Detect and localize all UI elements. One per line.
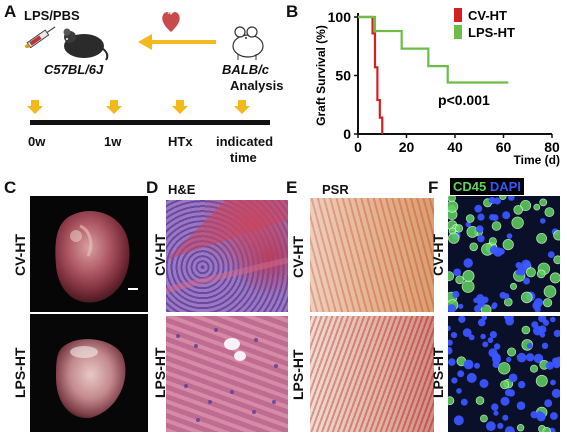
- legend-swatch-cv-ht: [454, 8, 462, 22]
- y-tick-label: 0: [343, 126, 351, 142]
- series-line-cv-ht: [358, 15, 384, 134]
- series: [358, 15, 509, 134]
- syringe-icon: [24, 26, 56, 48]
- y-axis-label: Graft Survival (%): [314, 25, 328, 126]
- panel-f-row-label-lps: LPS-HT: [430, 347, 446, 398]
- panel-e-stain-label: PSR: [322, 182, 349, 197]
- timeline-label-time: time: [230, 150, 257, 165]
- recipient-strain-label: BALB/c: [222, 62, 269, 77]
- panel-c-row-label-lps: LPS-HT: [12, 347, 28, 398]
- transfer-arrow: [138, 34, 216, 50]
- legend-label-lps-ht: LPS-HT: [468, 25, 515, 40]
- legend: CV-HT LPS-HT: [454, 8, 515, 40]
- panel-e-row-label-cv: CV-HT: [290, 236, 306, 278]
- cv-ht-gross-photo: [30, 196, 148, 312]
- x-tick-label: 80: [544, 139, 560, 155]
- panel-c-row-label-cv: CV-HT: [12, 234, 28, 276]
- timeline-label-0w: 0w: [28, 134, 46, 149]
- cv-ht-he-micrograph: [166, 200, 288, 312]
- cd45-label: CD45: [453, 179, 487, 194]
- x-axis-label: Time (d): [514, 153, 560, 167]
- panel-f-stain-label: CD45 DAPI: [450, 178, 524, 195]
- x-tick-label: 20: [399, 139, 415, 155]
- panel-a-letter: A: [4, 2, 17, 21]
- p-value-annotation: p<0.001: [438, 92, 490, 108]
- cv-ht-psr-micrograph: [310, 198, 434, 312]
- treatment-label: LPS/PBS: [24, 8, 80, 23]
- panel-d-letter: D: [146, 178, 159, 197]
- donor-mouse-icon: [63, 28, 109, 61]
- heart-icon: [162, 12, 180, 32]
- lps-ht-gross-photo: [30, 314, 148, 432]
- timeline-label-htx: HTx: [168, 134, 193, 149]
- cv-ht-cd45-micrograph: [448, 196, 560, 312]
- timeline: [27, 100, 270, 125]
- lps-ht-cd45-micrograph: [448, 316, 560, 432]
- y-tick-label: 100: [328, 9, 352, 25]
- panel-f-letter: F: [428, 178, 439, 197]
- panel-d-stain-label: H&E: [168, 182, 196, 197]
- lps-ht-psr-micrograph: [310, 316, 434, 432]
- panel-c-letter: C: [4, 178, 17, 197]
- panel-f-row-label-cv: CV-HT: [430, 234, 446, 276]
- legend-label-cv-ht: CV-HT: [468, 8, 507, 23]
- y-tick-label: 50: [335, 68, 351, 84]
- legend-swatch-lps-ht: [454, 25, 462, 39]
- x-tick-label: 40: [447, 139, 463, 155]
- dapi-label: DAPI: [489, 179, 521, 194]
- analysis-label: Analysis: [230, 78, 284, 93]
- panel-e-row-label-lps: LPS-HT: [290, 349, 306, 400]
- x-tick-label: 0: [354, 139, 362, 155]
- recipient-mouse-icon: [232, 26, 264, 60]
- timeline-arrows: [27, 100, 250, 114]
- panel-b-letter: B: [286, 2, 299, 21]
- x-tick-label: 60: [496, 139, 512, 155]
- survival-chart: Graft Survival (%) Time (d) 0 50 100 0 20 40 6…: [314, 8, 560, 167]
- series-line-lps-ht: [358, 15, 509, 84]
- timeline-label-1w: 1w: [104, 134, 122, 149]
- donor-strain-label: C57BL/6J: [44, 62, 104, 77]
- lps-ht-he-micrograph: [166, 316, 288, 432]
- timeline-label-indicated: indicated: [216, 134, 274, 149]
- panel-e-letter: E: [286, 178, 298, 197]
- ticks: 0 50 100 0 20 40 60 80: [328, 9, 560, 155]
